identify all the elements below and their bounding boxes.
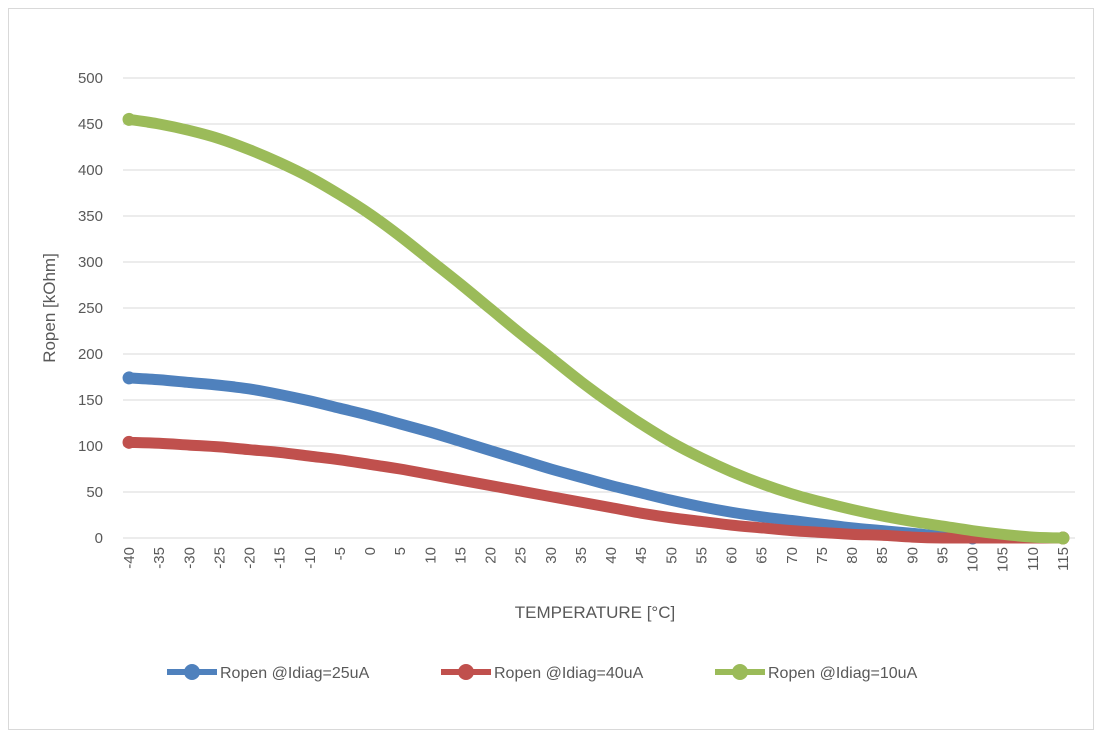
y-tick-label: 500 [78,70,103,87]
legend-marker [732,664,748,680]
x-tick-label: 105 [995,547,1012,572]
legend-label: Ropen @Idiag=10uA [768,665,918,682]
x-tick-label: -35 [151,547,168,569]
y-tick-label: 450 [78,116,103,133]
x-tick-label: 45 [633,547,650,564]
x-tick-label: 110 [1025,547,1042,571]
legend-marker [458,664,474,680]
legend-item-1: Ropen @Idiag=25uA [167,664,370,682]
x-tick-label: -20 [242,547,259,569]
y-tick-label: 100 [78,438,103,455]
x-tick-label: 10 [422,547,439,564]
x-axis-ticks: -40 -35 -30 -25 -20 -15 -10 -5 0 5 10 15 20 25 30 35 40 4… [121,547,1072,572]
series-point [122,112,136,126]
x-tick-label: 50 [663,547,680,564]
legend-item-2: Ropen @Idiag=40uA [441,664,644,682]
x-tick-label: 90 [904,547,921,564]
x-tick-label: -5 [332,547,349,560]
y-tick-label: 400 [78,162,103,179]
legend-item-3: Ropen @Idiag=10uA [715,664,918,682]
x-tick-label: 60 [724,547,741,564]
series-point [122,371,136,385]
y-axis-ticks: 0 50 100 150 200 250 300 350 400 450 500 [78,70,103,547]
x-tick-label: -30 [181,547,198,569]
x-tick-label: 85 [874,547,891,564]
x-tick-label: 5 [392,547,409,555]
y-tick-label: 250 [78,300,103,317]
x-tick-label: 70 [784,547,801,564]
x-tick-label: 35 [573,547,590,564]
x-tick-label: -40 [121,547,138,569]
x-tick-label: -15 [272,547,289,569]
series-line [123,372,979,544]
series-lines [122,112,1070,545]
x-tick-label: 80 [844,547,861,564]
x-tick-label: 115 [1055,547,1072,571]
y-tick-label: 200 [78,346,103,363]
x-tick-label: 75 [814,547,831,564]
x-tick-label: 40 [603,547,620,564]
x-tick-label: 55 [693,547,710,564]
series-point [122,435,136,449]
x-tick-label: 30 [543,547,560,564]
legend: Ropen @Idiag=25uA Ropen @Idiag=40uA Ropen … [167,664,918,682]
x-tick-label: -25 [211,547,228,569]
x-tick-label: 25 [513,547,530,564]
y-axis-title: Ropen [kOhm] [40,253,59,363]
legend-label: Ropen @Idiag=40uA [494,665,644,682]
y-tick-label: 0 [95,530,103,547]
x-tick-label: 15 [452,547,469,564]
series-1 [122,371,980,545]
legend-label: Ropen @Idiag=25uA [220,665,370,682]
y-tick-label: 350 [78,208,103,225]
y-tick-label: 300 [78,254,103,271]
x-tick-label: 65 [754,547,771,564]
y-tick-label: 150 [78,392,103,409]
series-3 [122,112,1070,545]
x-tick-label: 20 [483,547,500,564]
series-point [1056,531,1070,545]
gridlines [123,77,1075,539]
x-tick-label: 95 [934,547,951,564]
x-tick-label: -10 [302,547,319,569]
legend-marker [184,664,200,680]
y-tick-label: 50 [86,484,103,501]
series-line [123,436,1069,544]
series-line [123,113,1069,544]
x-tick-label: 100 [965,547,982,572]
chart-frame: 0 50 100 150 200 250 300 350 400 450 500 -40 -35 -30… [8,8,1094,730]
x-tick-label: 0 [362,547,379,555]
x-axis-title: TEMPERATURE [°C] [515,603,675,622]
